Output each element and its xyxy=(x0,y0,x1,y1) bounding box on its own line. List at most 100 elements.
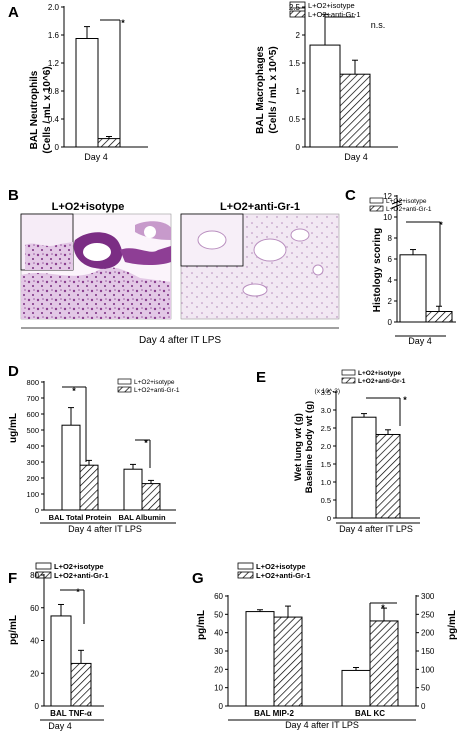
f-xlabel: Day 4 xyxy=(48,721,72,731)
e-bar-antigr1 xyxy=(375,433,401,519)
c-sig: * xyxy=(439,220,443,230)
c-xlabel: Day 4 xyxy=(408,336,432,346)
c-y-tick-label: 6 xyxy=(388,255,393,264)
f-y-tick-label: 40 xyxy=(30,637,39,646)
c-y-tick-label: 12 xyxy=(383,192,392,201)
d-y-tick-label: 300 xyxy=(26,458,39,467)
g-y-tick-label: 40 xyxy=(214,629,223,638)
a-right-y-tick-label: 2 xyxy=(296,31,301,40)
g-y-tick-label-right: 250 xyxy=(421,610,435,619)
g-bar-isotype xyxy=(245,611,275,707)
g-y-tick-label: 50 xyxy=(214,610,223,619)
a-right-bar-antigr1 xyxy=(339,73,371,148)
a-left-y-tick-label: 2.0 xyxy=(48,3,60,12)
c-bar-antigr1 xyxy=(425,311,453,323)
a-right-bar-isotype xyxy=(309,44,341,148)
legend-e-isotype: L+O2+isotype xyxy=(358,370,401,377)
a-right-ylabel-2: (Cells / mL x 10^5) xyxy=(268,46,279,133)
e-bar-isotype xyxy=(351,416,377,519)
d-y-tick-label: 800 xyxy=(26,378,39,387)
chart-layer: 0 0.4 0.8 1.2 1.6 2.0 0 0.5 1 1.5 2 2.5 0 2 4 6 8 10 12 0 10… xyxy=(26,3,456,721)
f-ylabel: pg/mL xyxy=(8,615,19,645)
legend-d-antigr1: L+O2+anti-Gr-1 xyxy=(134,387,180,394)
legend-g-antigr1: L+O2+anti-Gr-1 xyxy=(256,571,311,580)
a-left-y-tick-label: 0.8 xyxy=(48,87,60,96)
d-caption: Day 4 after IT LPS xyxy=(68,524,142,534)
e-scale: (x 10^-3) xyxy=(315,388,340,395)
a-left-sig: * xyxy=(121,18,125,28)
c-y-tick-label: 4 xyxy=(388,276,393,285)
d-bar-isotype xyxy=(61,424,81,511)
a-left-bar-isotype xyxy=(75,38,99,148)
d-category-label: BAL Albumin xyxy=(118,513,165,522)
e-ylabel-1: Wet lung wt (g) xyxy=(293,413,304,481)
f-category-label: BAL TNF-α xyxy=(50,709,92,718)
legend-c-antigr1: L+O2+anti-Gr-1 xyxy=(386,206,432,213)
e-y-tick-label: 3.0 xyxy=(321,406,331,415)
legend-d: L+O2+isotype L+O2+anti-Gr-1 xyxy=(117,378,180,394)
g-ylabel-right: pg/mL xyxy=(447,610,458,640)
legend-a-antigr1: L+O2+anti-Gr-1 xyxy=(308,10,361,19)
a-right-y-tick-label: 1.5 xyxy=(289,59,301,68)
chart-a-left: BAL Neutrophils (Cells / mL x 10^6) Day … xyxy=(29,18,125,162)
d-sig-2: * xyxy=(144,438,148,448)
e-y-tick-label: 2.0 xyxy=(321,442,331,451)
legend-g: L+O2+isotype L+O2+anti-Gr-1 xyxy=(237,562,311,580)
c-bar-isotype xyxy=(399,254,427,323)
g-caption: Day 4 after IT LPS xyxy=(285,720,359,730)
g-y-tick-label: 60 xyxy=(214,592,223,601)
g-y-tick-label-right: 0 xyxy=(421,702,426,711)
a-right-y-tick-label: 1 xyxy=(296,87,301,96)
a-right-y-tick-label: 0 xyxy=(296,143,301,152)
legend-e-antigr1: L+O2+anti-Gr-1 xyxy=(358,378,406,385)
panel-f-letter: F xyxy=(8,570,17,587)
histology-image-isotype xyxy=(20,213,172,320)
a-left-ylabel-1: BAL Neutrophils xyxy=(29,70,40,149)
a-left-bar-antigr1 xyxy=(97,138,121,148)
a-right-y-tick-label: 0.5 xyxy=(289,115,301,124)
c-axis-break xyxy=(391,199,403,205)
d-y-tick-label: 700 xyxy=(26,394,39,403)
a-left-y-tick-label: 1.2 xyxy=(48,59,60,68)
e-y-tick-label: 0.5 xyxy=(321,496,331,505)
a-right-sig: n.s. xyxy=(371,20,386,30)
a-left-ylabel-2: (Cells / mL x 10^6) xyxy=(42,66,53,153)
a-left-y-tick-label: 0 xyxy=(55,143,60,152)
panel-c-letter: C xyxy=(345,187,356,204)
panel-a-letter: A xyxy=(8,4,19,21)
d-sig-1: * xyxy=(72,386,76,396)
e-y-tick-label: 2.5 xyxy=(321,424,331,433)
e-y-tick-label: 1.0 xyxy=(321,478,331,487)
c-y-tick-label: 0 xyxy=(388,318,393,327)
e-caption: Day 4 after IT LPS xyxy=(339,524,413,534)
f-bar-antigr1 xyxy=(70,662,92,707)
d-y-tick-label: 500 xyxy=(26,426,39,435)
legend-f-antigr1: L+O2+anti-Gr-1 xyxy=(54,571,109,580)
legend-c: L+O2+isotype L+O2+anti-Gr-1 xyxy=(369,197,432,213)
g-y-tick-label-right: 100 xyxy=(421,665,435,674)
legend-a-isotype-swatch xyxy=(289,1,306,9)
c-y-tick-label: 2 xyxy=(388,297,393,306)
a-left-y-tick-label: 1.6 xyxy=(48,31,60,40)
c-axis-break xyxy=(391,203,403,209)
panel-b-letter: B xyxy=(8,187,19,204)
histology-image-antigr1 xyxy=(180,213,340,320)
g-bar-isotype xyxy=(341,669,371,707)
d-category-label: BAL Total Protein xyxy=(49,513,112,522)
g-category-label: BAL KC xyxy=(355,709,385,718)
d-bar-isotype xyxy=(123,468,143,511)
f-y-tick-label: 80 xyxy=(30,571,39,580)
e-sig: * xyxy=(403,395,407,405)
d-y-tick-label: 100 xyxy=(26,490,39,499)
a-right-y-tick-label: 2.5 xyxy=(289,3,301,12)
d-ylabel: ug/mL xyxy=(8,413,19,443)
f-y-tick-label: 0 xyxy=(35,702,40,711)
g-y-tick-label: 0 xyxy=(219,702,224,711)
b-img1-label: L+O2+isotype xyxy=(52,201,125,213)
g-y-tick-label: 30 xyxy=(214,647,223,656)
e-y-tick-label: 1.5 xyxy=(321,460,331,469)
f-sig: * xyxy=(76,587,80,597)
d-y-tick-label: 200 xyxy=(26,474,39,483)
c-y-tick-label: 8 xyxy=(388,234,393,243)
e-y-tick-label: 3.5 xyxy=(321,388,331,397)
